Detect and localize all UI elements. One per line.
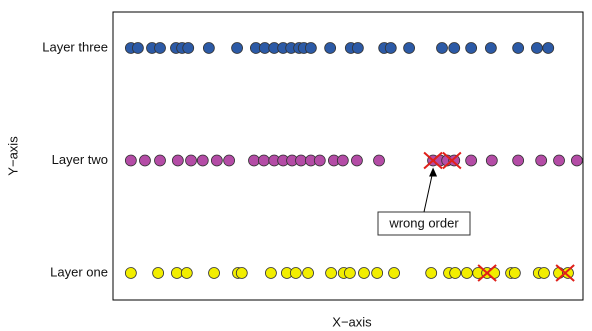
point (512, 154, 525, 167)
point (202, 42, 215, 54)
point (542, 42, 555, 54)
point (223, 154, 235, 167)
point (313, 154, 326, 167)
point (235, 267, 248, 279)
point (351, 154, 363, 167)
point (185, 154, 197, 167)
point (295, 154, 307, 167)
point (231, 42, 243, 54)
point (132, 42, 144, 54)
point (257, 154, 270, 167)
point (465, 42, 478, 54)
point (336, 154, 349, 167)
point (154, 42, 166, 54)
point (180, 267, 193, 279)
point (531, 42, 543, 54)
arrow-head (429, 167, 438, 177)
point (139, 154, 151, 167)
point (448, 42, 461, 54)
point (425, 267, 438, 279)
point (182, 42, 195, 54)
point (210, 154, 223, 167)
cross-mark (442, 151, 462, 170)
point (403, 42, 416, 54)
point (535, 154, 548, 167)
point (449, 267, 462, 279)
cross-mark (555, 264, 575, 282)
point (304, 42, 317, 54)
point (461, 267, 473, 279)
point (171, 154, 184, 167)
point (289, 267, 302, 279)
point (196, 154, 209, 167)
point (343, 267, 356, 279)
point (358, 267, 370, 279)
point (384, 42, 397, 54)
point (265, 267, 277, 279)
point (124, 267, 137, 279)
point (485, 154, 498, 167)
y-axis-label: Y−axis (5, 136, 20, 176)
y-tick-label: Layer one (50, 264, 108, 279)
point (371, 267, 384, 279)
annotation-text: wrong order (388, 215, 459, 230)
point (208, 267, 220, 279)
point (388, 267, 400, 279)
x-axis-label: X−axis (332, 314, 372, 329)
annotation-arrow (423, 170, 434, 213)
point (171, 267, 183, 279)
point (538, 267, 550, 279)
point (512, 42, 525, 54)
point (124, 154, 137, 167)
point (351, 42, 364, 54)
plot-frame (112, 11, 584, 301)
point (553, 154, 565, 167)
point (508, 267, 521, 279)
point (484, 42, 497, 54)
point (465, 154, 478, 167)
point (562, 267, 574, 279)
point (248, 154, 260, 167)
y-tick-label: Layer two (52, 152, 108, 167)
point (436, 42, 448, 54)
point (152, 267, 165, 279)
point (154, 154, 166, 167)
point (373, 154, 385, 167)
point (302, 267, 314, 279)
cross-mark (477, 264, 497, 282)
point (324, 42, 337, 54)
y-tick-label: Layer three (42, 39, 108, 54)
point (570, 154, 583, 167)
cross-mark (423, 151, 443, 170)
point (448, 154, 461, 167)
point (325, 267, 337, 279)
